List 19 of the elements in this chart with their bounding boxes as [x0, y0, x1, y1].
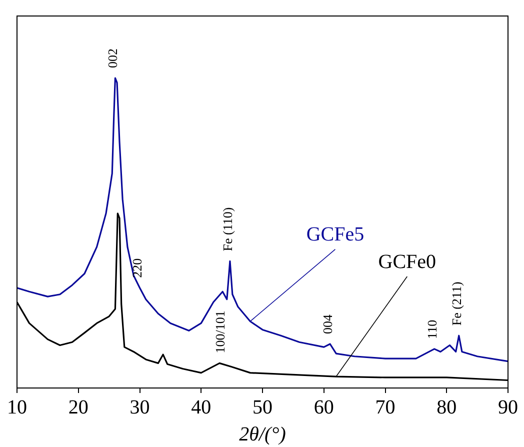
x-tick-label: 10 [7, 396, 27, 418]
x-tick-label: 20 [68, 396, 88, 418]
annotation: 002 [105, 48, 120, 68]
annotation: 004 [320, 314, 335, 334]
text: GCFe5 [306, 224, 364, 246]
x-tick-label: 30 [130, 396, 150, 418]
x-tick-label: 90 [498, 396, 518, 418]
x-tick-label: 70 [375, 396, 396, 418]
x-tick-label: 60 [314, 396, 334, 418]
x-axis-title: 2θ/(°) [239, 423, 286, 446]
x-tick-label: 80 [436, 396, 457, 418]
annotation: 110 [424, 320, 440, 339]
x-tick-label: 40 [191, 396, 212, 418]
text: GCFe0 [378, 250, 436, 273]
annotation: 220 [130, 258, 145, 278]
annotation: Fe (110) [220, 207, 235, 252]
annotation: 100/101 [212, 310, 228, 354]
annotation: Fe (211) [448, 282, 464, 326]
x-tick-label: 50 [252, 396, 272, 418]
